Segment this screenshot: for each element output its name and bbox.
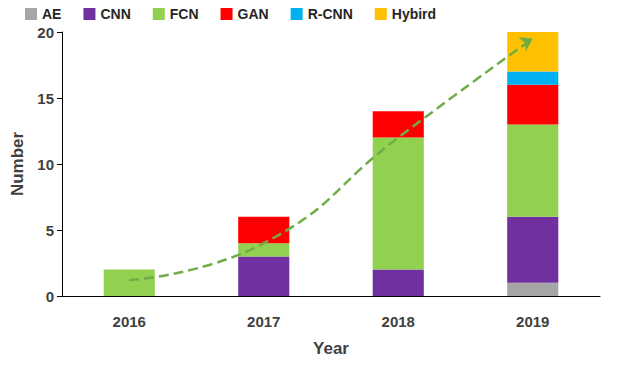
svg-text:R-CNN: R-CNN — [308, 6, 353, 22]
svg-text:Number: Number — [8, 132, 27, 197]
svg-text:2019: 2019 — [516, 313, 549, 330]
svg-text:AE: AE — [42, 6, 61, 22]
svg-text:FCN: FCN — [170, 6, 199, 22]
svg-text:CNN: CNN — [100, 6, 130, 22]
svg-text:2018: 2018 — [382, 313, 415, 330]
svg-text:2017: 2017 — [247, 313, 280, 330]
svg-text:0: 0 — [46, 288, 54, 305]
svg-text:Hybird: Hybird — [392, 6, 436, 22]
svg-text:20: 20 — [37, 24, 54, 41]
svg-text:5: 5 — [46, 222, 54, 239]
svg-text:GAN: GAN — [238, 6, 269, 22]
svg-text:15: 15 — [37, 90, 54, 107]
svg-text:Year: Year — [313, 339, 349, 358]
svg-text:10: 10 — [37, 156, 54, 173]
svg-text:2016: 2016 — [113, 313, 146, 330]
